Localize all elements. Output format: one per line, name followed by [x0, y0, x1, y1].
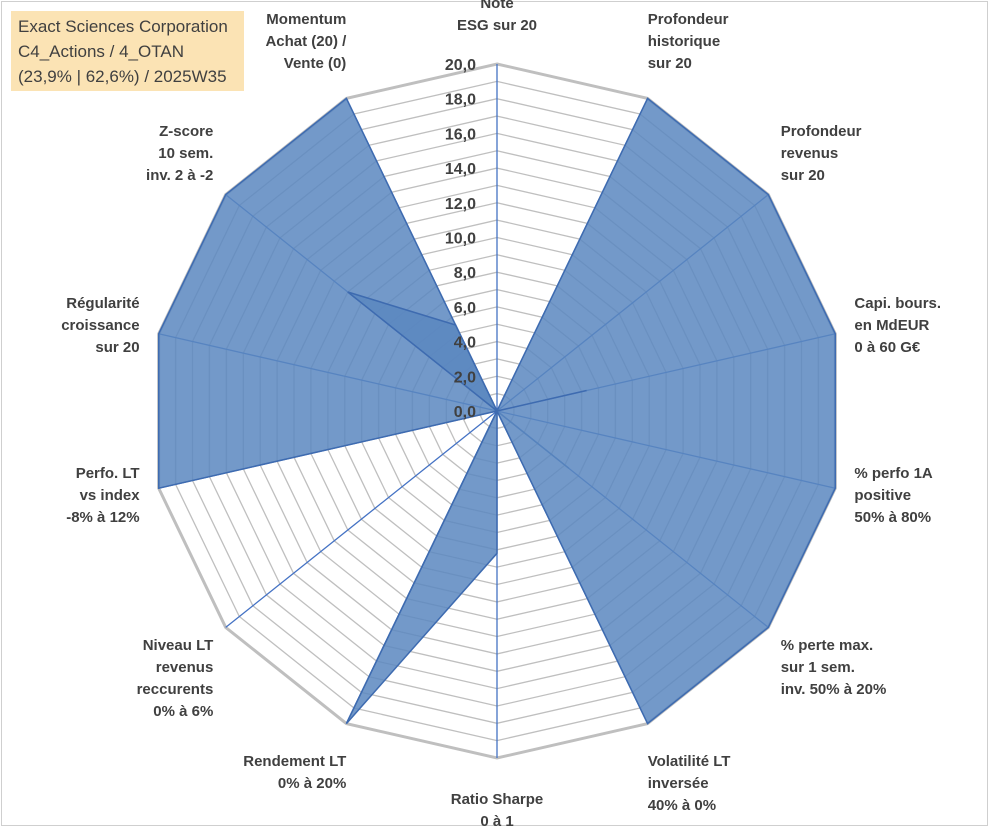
tick-label: 0,0 — [454, 404, 476, 421]
axis-label-line: croissance — [61, 317, 139, 334]
axis-label: Note ESG sur 20 — [457, 0, 537, 34]
tick-label: 14,0 — [445, 161, 476, 178]
series-area-3 — [345, 291, 587, 725]
axis-label-line: inv. 2 à -2 — [146, 167, 213, 184]
radial-tick-labels: 0,0 2,0 4,0 6,0 8,0 10,0 12,0 14,0 16,0 18,0 20,0 — [445, 57, 476, 421]
tick-label: 16,0 — [445, 126, 476, 143]
axis-label: Rendement LT 0% à 20% — [243, 753, 346, 792]
axis-label: Niveau LT revenus reccurents 0% à 6% — [137, 637, 214, 720]
axis-label-line: vs index — [80, 487, 141, 504]
axis-spoke — [225, 410, 498, 628]
axis-label: Perfo. LT vs index -8% à 12% — [66, 465, 140, 526]
tick-label: 8,0 — [454, 265, 476, 282]
axis-label-line: -8% à 12% — [66, 509, 139, 526]
info-box: Exact Sciences Corporation C4_Actions / … — [11, 11, 244, 91]
axis-label: Capi. bours. en MdEUR 0 à 60 G€ — [854, 295, 941, 356]
axis-labels: Note ESG sur 20 Profondeur historique sur 20… — [61, 0, 941, 829]
axis-label-line: revenus — [781, 145, 839, 162]
axis-label-line: positive — [854, 487, 911, 504]
axis-label-line: en MdEUR — [854, 317, 929, 334]
axis-label: Profondeur historique sur 20 — [648, 11, 729, 72]
tick-label: 4,0 — [454, 335, 476, 352]
axis-label-line: Profondeur — [781, 123, 862, 140]
axis-label-line: Achat (20) / — [265, 33, 347, 50]
data-series — [157, 97, 837, 725]
axis-label-line: 40% à 0% — [648, 797, 716, 814]
axis-label-line: Ratio Sharpe — [451, 791, 544, 808]
axis-label-line: Z-score — [159, 123, 213, 140]
axis-label-line: 0 à 60 G€ — [854, 339, 921, 356]
axis-label: Z-score 10 sem. inv. 2 à -2 — [146, 123, 213, 184]
axis-label-line: 10 sem. — [158, 145, 213, 162]
axis-label-line: Vente (0) — [284, 55, 347, 72]
axis-label: Momentum Achat (20) / Vente (0) — [265, 11, 347, 72]
tick-label: 6,0 — [454, 300, 476, 317]
tick-label: 18,0 — [445, 92, 476, 109]
tick-label: 12,0 — [445, 196, 476, 213]
axis-label-line: sur 1 sem. — [781, 659, 855, 676]
axis-label-line: Niveau LT — [143, 637, 214, 654]
axis-label-line: reccurents — [137, 681, 214, 698]
tick-label: 10,0 — [445, 231, 476, 248]
axis-label-line: Momentum — [266, 11, 346, 28]
axis-label-line: sur 20 — [781, 167, 825, 184]
axis-label-line: revenus — [156, 659, 214, 676]
category-line: C4_Actions / 4_OTAN — [18, 42, 184, 61]
axis-label: Profondeur revenus sur 20 — [781, 123, 862, 184]
axis-label-line: % perfo 1A — [854, 465, 933, 482]
axis-label: Volatilité LT inversée 40% à 0% — [648, 753, 731, 814]
axis-label-line: 0 à 1 — [480, 813, 513, 829]
axis-label-line: ESG sur 20 — [457, 17, 537, 34]
axis-label-line: 0% à 6% — [153, 703, 213, 720]
axis-label-line: Note — [480, 0, 513, 12]
stats-line: (23,9% | 62,6%) / 2025W35 — [18, 67, 227, 86]
axis-label-line: Profondeur — [648, 11, 729, 28]
axis-label-line: Régularité — [66, 295, 139, 312]
axis-label-line: inversée — [648, 775, 709, 792]
axis-label-line: Rendement LT — [243, 753, 346, 770]
company-name: Exact Sciences Corporation — [18, 17, 228, 36]
axis-label: Régularité croissance sur 20 — [61, 295, 139, 356]
axis-label: % perte max. sur 1 sem. inv. 50% à 20% — [781, 637, 887, 698]
axis-label: Ratio Sharpe 0 à 1 — [451, 791, 544, 829]
axis-label-line: Capi. bours. — [854, 295, 941, 312]
axis-label-line: historique — [648, 33, 721, 50]
axis-label-line: sur 20 — [95, 339, 139, 356]
axis-label-line: Volatilité LT — [648, 753, 731, 770]
axis-label: % perfo 1A positive 50% à 80% — [854, 465, 933, 526]
tick-label: 20,0 — [445, 57, 476, 74]
axis-label-line: sur 20 — [648, 55, 692, 72]
axis-label-line: 50% à 80% — [854, 509, 931, 526]
axis-label-line: 0% à 20% — [278, 775, 346, 792]
axis-label-line: Perfo. LT — [76, 465, 140, 482]
tick-label: 2,0 — [454, 369, 476, 386]
axis-label-line: % perte max. — [781, 637, 874, 654]
axis-label-line: inv. 50% à 20% — [781, 681, 887, 698]
